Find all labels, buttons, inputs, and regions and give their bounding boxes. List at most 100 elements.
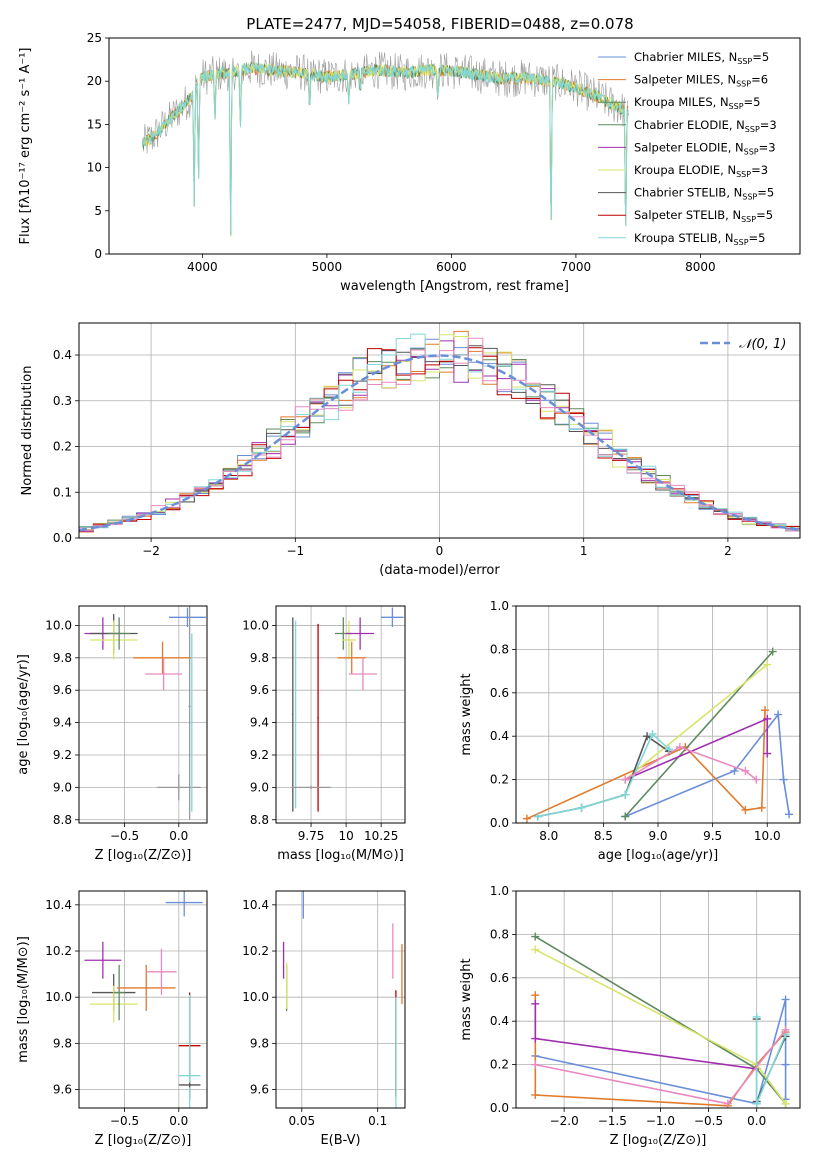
y-tick-label: 9.4	[53, 716, 72, 730]
y-tick-label: 15	[87, 117, 102, 131]
x-tick-label: 10.0	[754, 829, 781, 843]
legend-entry-sub: SSP	[736, 170, 751, 179]
chart-mw_vs_Z: −2.0 −1.5 −1.0 −0.5 0.0 0.0 0.2 0.4 0.6 0.8 1.0 Z […	[459, 884, 801, 1148]
y-tick-label: 9.0	[53, 780, 72, 794]
plot-area	[84, 891, 203, 1108]
x-axis-label: wavelength [Angstrom, rest frame]	[340, 279, 569, 294]
histogram-series-7	[79, 347, 800, 528]
mass-weight-series-4	[534, 1003, 757, 1070]
y-axis-label: Flux [fλ10⁻¹⁷ erg cm⁻² s⁻¹ A⁻¹]	[18, 48, 33, 245]
x-axis-label: E(B-V)	[320, 1133, 360, 1148]
x-tick-label: −0.5	[110, 829, 139, 843]
axes-frame	[515, 890, 801, 1109]
y-tick-label: 0	[94, 247, 102, 261]
legend-entry: Chabrier STELIB, NSSP=5	[634, 186, 774, 202]
legend-entry-name: Chabrier STELIB, N	[634, 186, 742, 200]
y-axis-label: age [log₁₀(age/yr)]	[16, 654, 31, 775]
y-tick-label: 9.8	[53, 651, 72, 665]
plot-area	[522, 647, 794, 823]
y-tick-label: 0.1	[53, 485, 72, 499]
x-tick-label: 0	[436, 544, 444, 558]
x-tick-label: 9.75	[298, 829, 325, 843]
y-tick-label: 9.6	[250, 683, 269, 697]
legend-entry-sub: SSP	[729, 102, 744, 111]
legend-entry-name: Salpeter STELIB, N	[634, 208, 741, 222]
legend-entry: Salpeter STELIB, NSSP=5	[634, 208, 773, 224]
x-tick-label: −1	[286, 544, 304, 558]
y-tick-label: 1.0	[490, 884, 509, 898]
histogram-series-9	[79, 337, 800, 532]
chart-mass_vs_Z: −0.5 0.0 9.6 9.8 10.0 10.2 10.4 Z [log₁₀(Z/Z⊙)]…	[16, 890, 208, 1148]
x-tick-label: 4000	[187, 260, 218, 274]
legend-entry-count: =5	[756, 208, 773, 222]
y-tick-label: 25	[87, 31, 102, 45]
plot-area	[531, 932, 790, 1108]
x-axis-label: age [log₁₀(age/yr)]	[598, 848, 719, 863]
y-tick-label: 9.8	[53, 1036, 72, 1050]
legend-entry-name: Kroupa MILES, N	[634, 95, 729, 109]
x-tick-label: 8000	[685, 260, 716, 274]
plot-area	[282, 891, 403, 1108]
legend-entry-sub: SSP	[737, 57, 752, 66]
legend-entry-count: =3	[751, 163, 768, 177]
y-axis-label: mass [log₁₀(M/M⊙)]	[16, 936, 31, 1063]
x-tick-label: 0.0	[169, 1114, 188, 1128]
figure-title: PLATE=2477, MJD=54058, FIBERID=0488, z=0…	[246, 15, 633, 33]
x-tick-label: 7000	[561, 260, 592, 274]
normal-legend-label: 𝒩(0, 1)	[739, 337, 786, 352]
legend-entry: Kroupa MILES, NSSP=5	[634, 95, 760, 111]
y-axis-label: mass weight	[459, 673, 474, 755]
y-tick-label: 9.0	[250, 780, 269, 794]
y-tick-label: 10.4	[242, 898, 269, 912]
axes-frame	[78, 605, 208, 824]
y-tick-label: 10.0	[45, 618, 72, 632]
normal-curve	[79, 354, 800, 532]
y-tick-label: 10	[87, 161, 102, 175]
legend-entry-count: =5	[744, 95, 761, 109]
legend-entry: Salpeter MILES, NSSP=6	[634, 73, 768, 89]
x-axis-label: mass [log₁₀(M/M⊙)]	[277, 848, 404, 863]
legend-entry: Chabrier ELODIE, NSSP=3	[634, 118, 777, 134]
legend-entry-sub: SSP	[736, 80, 751, 89]
y-tick-label: 9.2	[250, 748, 269, 762]
x-tick-label: 1	[580, 544, 588, 558]
y-axis-label: mass weight	[459, 958, 474, 1040]
y-tick-label: 0.0	[490, 1101, 509, 1115]
y-tick-label: 5	[94, 204, 102, 218]
x-tick-label: −2.0	[550, 1114, 579, 1128]
y-tick-label: 0.4	[490, 1014, 509, 1028]
legend-entry: Chabrier MILES, NSSP=5	[634, 50, 769, 66]
y-tick-label: 10.2	[45, 944, 72, 958]
plot-area	[79, 330, 800, 533]
x-tick-label: 8.5	[594, 829, 613, 843]
axes-frame	[275, 890, 406, 1109]
y-tick-label: 0.6	[490, 971, 509, 985]
y-tick-label: 10.2	[242, 944, 269, 958]
legend-entry-sub: SSP	[744, 147, 759, 156]
chart-mw_vs_age: 8.0 8.5 9.0 9.5 10.0 0.0 0.2 0.4 0.6 0.8 1.0 age [l…	[459, 599, 801, 863]
x-tick-label: −1.0	[646, 1114, 675, 1128]
x-tick-label: −0.5	[694, 1114, 723, 1128]
y-tick-label: 0.8	[490, 927, 509, 941]
legend-entry-name: Kroupa ELODIE, N	[634, 163, 736, 177]
x-tick-label: 10.25	[364, 829, 398, 843]
y-tick-label: 9.6	[250, 1083, 269, 1097]
y-tick-label: 8.8	[53, 813, 72, 827]
legend-entry-sub: SSP	[745, 125, 760, 134]
y-tick-label: 0.0	[53, 531, 72, 545]
plot-area	[84, 606, 206, 820]
x-tick-label: 10	[338, 829, 353, 843]
legend-entry-name: Chabrier MILES, N	[634, 50, 737, 64]
legend-entry-sub: SSP	[742, 193, 757, 202]
y-tick-label: 10.0	[45, 990, 72, 1004]
mass-weight-series-8	[624, 746, 757, 781]
y-tick-label: 0.4	[53, 348, 72, 362]
chart-spectrum: 4000 5000 6000 7000 8000 0 5 10 15 20 25 wavelength…	[18, 31, 801, 294]
y-tick-label: 0.6	[490, 686, 509, 700]
y-tick-label: 10.0	[242, 618, 269, 632]
x-tick-label: 0.0	[747, 1114, 766, 1128]
y-tick-label: 0.8	[490, 642, 509, 656]
y-tick-label: 10.0	[242, 990, 269, 1004]
